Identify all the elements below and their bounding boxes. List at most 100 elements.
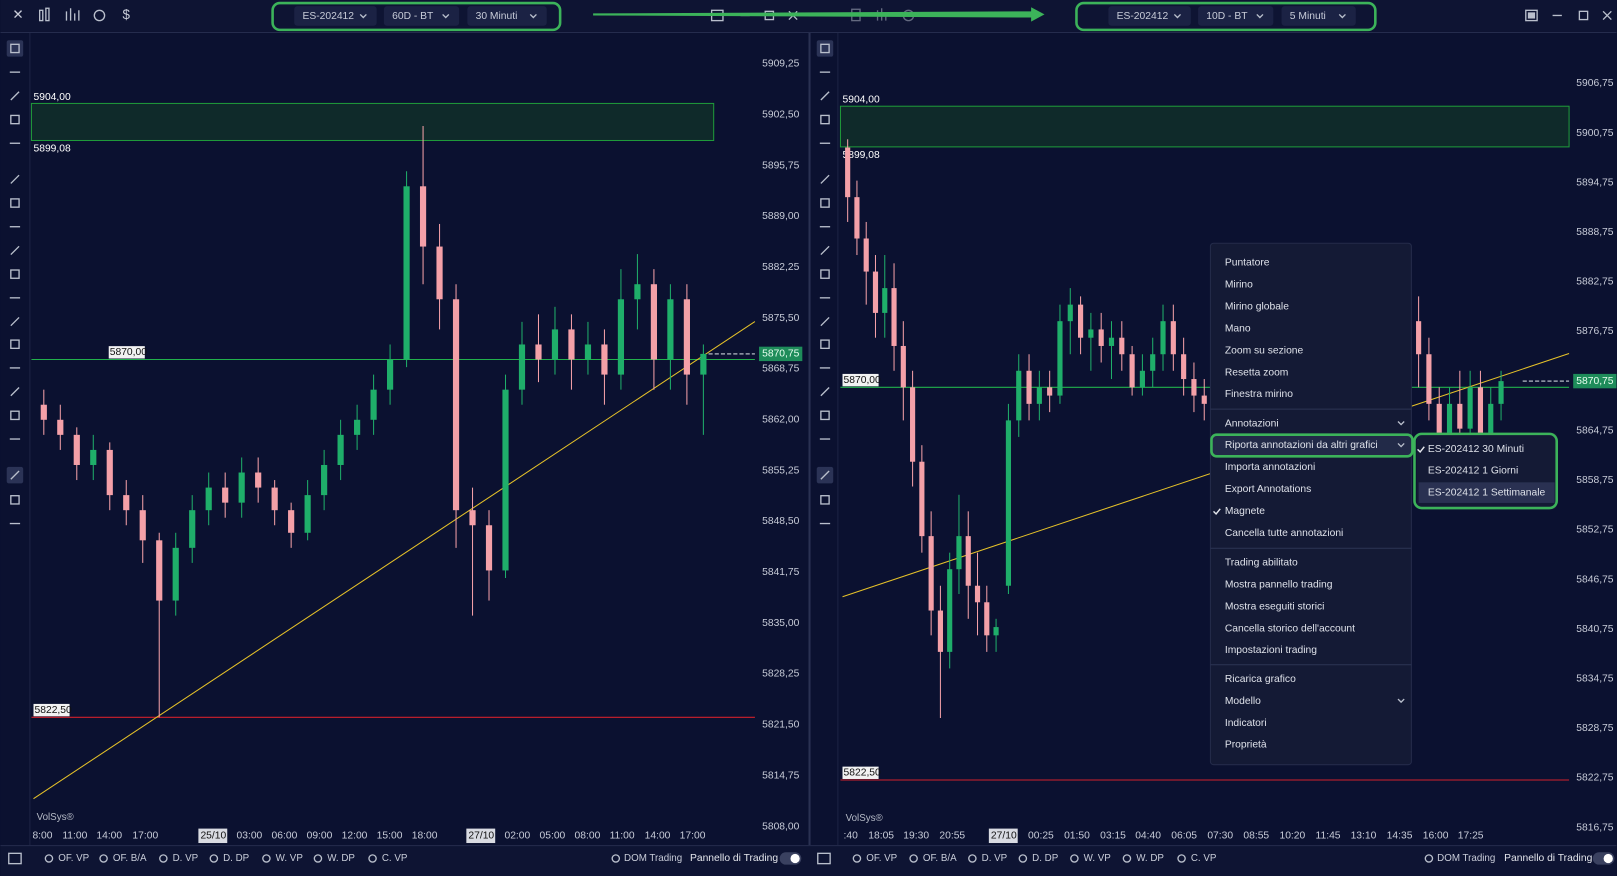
tool-icon[interactable] <box>820 316 830 327</box>
radio[interactable] <box>909 854 918 863</box>
tool-icon[interactable] <box>10 470 20 480</box>
radio[interactable] <box>262 854 271 863</box>
radio[interactable] <box>1177 854 1186 863</box>
menu-item[interactable]: Mostra pannello trading <box>1225 579 1333 590</box>
menu-item[interactable]: Importa annotazioni <box>1225 462 1315 473</box>
radio[interactable] <box>611 854 621 863</box>
watermark: VolSys® <box>846 813 884 824</box>
tool-icon[interactable] <box>820 269 830 279</box>
tool-icon[interactable] <box>820 470 830 480</box>
y-tick-label: 5862,00 <box>762 415 799 426</box>
radio[interactable] <box>44 854 54 863</box>
icon[interactable] <box>1602 10 1612 21</box>
x-tick-label: 18:00 <box>412 831 438 842</box>
menu-item[interactable]: Indicatori <box>1225 718 1267 729</box>
radio[interactable] <box>852 854 862 863</box>
menu-item[interactable]: Mostra eseguiti storici <box>1225 601 1325 612</box>
icon[interactable] <box>93 9 106 22</box>
tool-icon[interactable] <box>820 198 830 208</box>
tool-icon[interactable] <box>10 114 20 125</box>
selector[interactable] <box>1281 6 1356 26</box>
radio[interactable] <box>1018 854 1028 863</box>
x-tick-label: 27/10 <box>468 831 494 842</box>
x-tick-label: 01:50 <box>1064 831 1090 842</box>
radio[interactable] <box>99 854 108 863</box>
menu-item[interactable]: Zoom su sezione <box>1225 345 1304 356</box>
tool-icon[interactable] <box>10 245 20 256</box>
menu-item[interactable]: Mano <box>1225 323 1251 334</box>
tool-icon[interactable] <box>820 339 830 350</box>
y-tick-label: 5834,75 <box>1576 673 1613 684</box>
submenu-item[interactable]: ES-202412 1 Settimanale <box>1428 487 1546 498</box>
radio[interactable] <box>1424 854 1434 863</box>
menu-item[interactable]: Magnete <box>1225 506 1265 517</box>
menu-item[interactable]: Cancella storico dell'account <box>1225 623 1355 634</box>
radio[interactable] <box>209 854 219 863</box>
zone <box>839 105 1570 148</box>
x-tick-label: 04:40 <box>1135 831 1161 842</box>
menu-item[interactable]: Proprietà <box>1225 740 1267 751</box>
menu-item[interactable]: Resetta zoom <box>1225 367 1289 378</box>
selector[interactable] <box>1198 6 1274 26</box>
icon[interactable] <box>45 7 50 22</box>
menu-item[interactable]: Annotazioni <box>1225 418 1279 429</box>
tool-icon[interactable] <box>10 43 20 54</box>
icon[interactable] <box>1578 10 1589 21</box>
radio[interactable] <box>1070 854 1079 863</box>
icon[interactable] <box>1525 9 1538 22</box>
tool-icon[interactable] <box>820 91 830 101</box>
radio[interactable] <box>159 854 168 863</box>
menu-item[interactable]: Puntatore <box>1225 258 1270 269</box>
tool-icon[interactable] <box>10 174 20 184</box>
tool-icon[interactable] <box>10 198 20 208</box>
tool-icon[interactable] <box>10 91 20 101</box>
bottom-icon[interactable] <box>817 852 831 865</box>
selector[interactable] <box>383 6 460 26</box>
menu-item[interactable]: Cancella tutte annotazioni <box>1225 528 1344 539</box>
tool-icon[interactable] <box>820 114 830 125</box>
menu-item[interactable]: Mirino globale <box>1225 301 1289 312</box>
submenu-item[interactable]: ES-202412 30 Minuti <box>1428 444 1524 455</box>
radio[interactable] <box>313 854 323 863</box>
tool-icon[interactable] <box>10 387 20 397</box>
tool-icon[interactable] <box>10 495 20 505</box>
menu-item[interactable]: Impostazioni trading <box>1225 645 1317 656</box>
menu-item[interactable]: Mirino <box>1225 279 1253 290</box>
tool-icon[interactable] <box>10 339 20 350</box>
tool-icon[interactable] <box>820 410 830 421</box>
tool-icon[interactable] <box>10 269 20 279</box>
radio[interactable] <box>968 854 977 863</box>
menu-item[interactable]: Modello <box>1225 696 1261 707</box>
selector[interactable] <box>467 6 547 26</box>
tool-icon[interactable] <box>820 245 830 256</box>
candle-body <box>1139 370 1145 388</box>
candle-body <box>551 329 559 360</box>
icon[interactable] <box>39 9 44 22</box>
menu-item[interactable]: Riporta annotazioni da altri grafici <box>1225 440 1378 451</box>
submenu-item[interactable]: ES-202412 1 Giorni <box>1428 466 1518 477</box>
icon[interactable] <box>65 8 80 21</box>
menu-item[interactable]: Finestra mirino <box>1225 389 1293 400</box>
trendline <box>33 321 756 800</box>
tool-icon[interactable] <box>820 387 830 397</box>
menu-item[interactable]: Export Annotations <box>1225 484 1311 495</box>
selector[interactable] <box>294 6 377 26</box>
selector[interactable] <box>1108 6 1191 26</box>
close-icon[interactable]: ✕ <box>12 7 23 22</box>
currency-icon[interactable]: $ <box>123 7 131 22</box>
radio[interactable] <box>368 854 377 863</box>
menu-item[interactable]: Ricarica grafico <box>1225 674 1296 685</box>
chevron <box>442 13 450 19</box>
menu-item[interactable]: Trading abilitato <box>1225 557 1298 568</box>
chevron <box>1173 13 1182 19</box>
radio[interactable] <box>1122 854 1132 863</box>
tool-icon[interactable] <box>10 410 20 421</box>
x-tick-label: 11:00 <box>610 831 635 842</box>
candle-body <box>535 344 542 360</box>
tool-icon[interactable] <box>820 174 830 184</box>
tool-icon[interactable] <box>10 316 20 327</box>
tool-icon[interactable] <box>820 43 830 54</box>
bottom-icon[interactable] <box>8 852 22 865</box>
candle-body <box>106 449 113 496</box>
tool-icon[interactable] <box>820 495 830 505</box>
